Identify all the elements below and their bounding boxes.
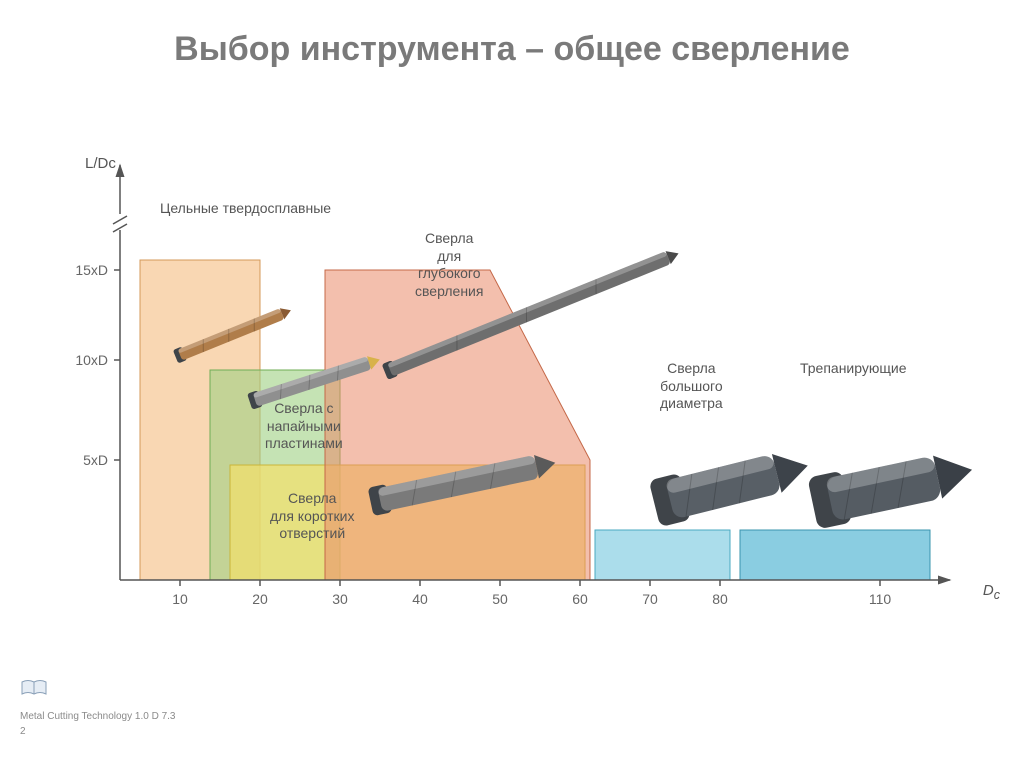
footer-text: Metal Cutting Technology 1.0 D 7.3 [20,711,175,722]
page-title: Выбор инструмента – общее сверление [0,30,1024,69]
x-tick-label: 10 [172,591,188,607]
x-tick-label: 50 [492,591,508,607]
region-large-diameter [595,530,730,580]
slide: Выбор инструмента – общее сверление 5xD 1… [0,0,1024,767]
x-tick-label: 60 [572,591,588,607]
label-trepanning: Трепанирующие [800,360,907,378]
x-tick-label: 20 [252,591,268,607]
x-tick-label: 70 [642,591,658,607]
label-solid-carbide: Цельные твердосплавные [160,200,331,218]
label-deep-drilling: Сверладляглубокогосверления [415,230,483,300]
chart-svg: 5xD 10xD 15xD 10 20 30 40 50 60 70 80 110 [60,160,980,620]
x-tick-label: 80 [712,591,728,607]
chart-area: 5xD10xD15xD1020304050607080110 L/Dc Dc Ц… [60,160,980,620]
y-axis-label: L/Dc [85,155,116,172]
drill-large-dia [649,442,814,527]
x-tick-label: 110 [869,591,892,607]
x-tick-label: 40 [412,591,428,607]
footer-page-number: 2 [20,726,26,737]
label-brazed-inserts: Сверла снапайнымипластинами [265,400,343,453]
drill-trepanning [807,444,977,529]
y-tick-label: 15xD [75,262,108,278]
label-short-hole: Сверладля короткихотверстий [270,490,355,543]
book-icon [20,679,48,702]
y-tick-label: 10xD [75,352,108,368]
region-trepanning [740,530,930,580]
region-deep-drilling [325,270,590,580]
label-large-diameter: Сверлабольшогодиаметра [660,360,723,413]
y-tick-label: 5xD [83,452,108,468]
x-tick-label: 30 [332,591,348,607]
x-axis-label: Dc [983,582,1000,602]
